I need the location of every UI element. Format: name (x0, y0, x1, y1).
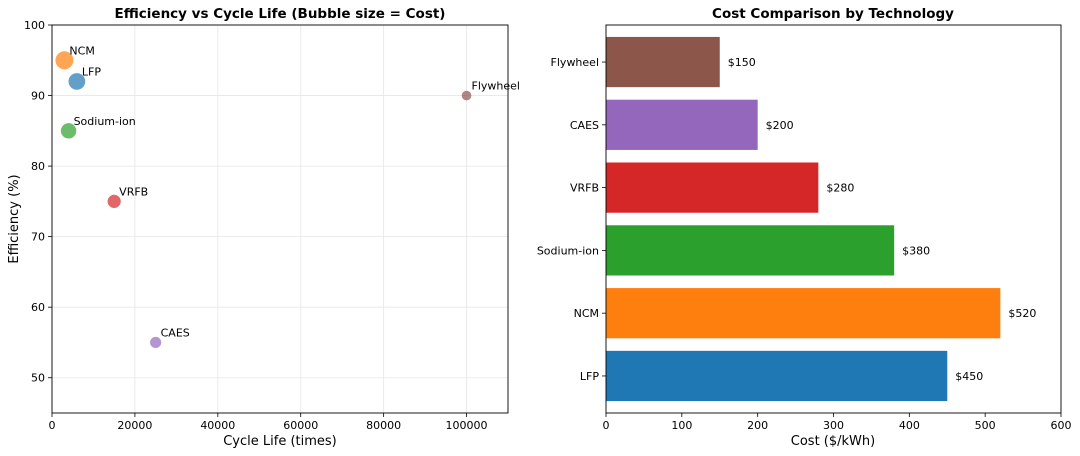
bubble-label-caes: CAES (161, 326, 190, 339)
bar-chart: Cost Comparison by Technology $450 $520 $3… (537, 6, 1072, 449)
bubble-lfp (68, 73, 86, 90)
bar-category-label-lfp: LFP (580, 370, 599, 383)
scatter-y-tick-label: 70 (31, 231, 45, 244)
bar-x-tick-label: 500 (975, 419, 996, 432)
scatter-x-tick-label: 20000 (117, 419, 152, 432)
bar-value-label-lfp: $450 (955, 370, 983, 383)
scatter-y-tick-label: 90 (31, 90, 45, 103)
bar-x-tick-label: 600 (1051, 419, 1072, 432)
bar-category-label-sodium-ion: Sodium-ion (537, 244, 599, 257)
scatter-chart: Efficiency vs Cycle Life (Bubble size = … (7, 6, 520, 449)
bar-value-label-sodium-ion: $380 (902, 244, 930, 257)
bar-x-tick-label: 0 (603, 419, 610, 432)
scatter-title: Efficiency vs Cycle Life (Bubble size = … (115, 6, 446, 22)
bar-vrfb (606, 162, 819, 213)
scatter-x-tick-label: 80000 (366, 419, 401, 432)
bar-sodium-ion (606, 225, 895, 276)
bar-x-tick-label: 300 (823, 419, 844, 432)
scatter-grid (51, 24, 508, 413)
bar-x-tick-label: 400 (899, 419, 920, 432)
bubble-label-ncm: NCM (69, 44, 94, 57)
bubble-label-flywheel: Flywheel (472, 80, 520, 93)
bar-category-label-caes: CAES (570, 119, 599, 132)
bubble-caes (150, 336, 162, 349)
scatter-y-tick-label: 80 (31, 160, 45, 173)
bar-x-axis-label: Cost ($/kWh) (791, 434, 875, 449)
scatter-x-tick-label: 60000 (283, 419, 318, 432)
scatter-x-axis-label: Cycle Life (times) (223, 434, 337, 449)
bar-x-tick-label: 200 (747, 419, 768, 432)
bar-x-ticks: 0 100 200 300 400 500 600 (603, 413, 1072, 432)
scatter-y-ticks: 50 60 70 80 90 100 (24, 19, 52, 385)
bar-y-ticks: LFP NCM Sodium-ion VRFB CAES Flywheel (537, 56, 606, 383)
scatter-x-ticks: 0 20000 40000 60000 80000 100000 (49, 413, 488, 432)
bubble-ncm (55, 51, 74, 70)
scatter-plot-frame (51, 24, 509, 414)
bar-x-tick-label: 100 (671, 419, 692, 432)
bubble-vrfb (107, 194, 121, 208)
scatter-y-tick-label: 50 (31, 372, 45, 385)
bar-value-label-flywheel: $150 (728, 56, 756, 69)
bar-category-label-vrfb: VRFB (570, 182, 599, 195)
bar-value-label-ncm: $520 (1008, 307, 1036, 320)
bar-value-label-vrfb: $280 (826, 182, 854, 195)
scatter-x-tick-label: 0 (49, 419, 56, 432)
bar-title: Cost Comparison by Technology (712, 6, 954, 22)
bubble-label-lfp: LFP (82, 65, 101, 78)
scatter-x-tick-label: 40000 (200, 419, 235, 432)
scatter-points: LFP NCM Sodium-ion VRFB CAES Flywheel (55, 44, 520, 349)
bubble-label-vrfb: VRFB (119, 185, 148, 198)
bar-value-label-caes: $200 (766, 119, 794, 132)
bar-flywheel (606, 36, 720, 88)
bar-series: $450 $520 $380 $280 $200 $150 (606, 36, 1036, 402)
bubble-label-sodium-ion: Sodium-ion (74, 115, 136, 128)
scatter-y-tick-label: 60 (31, 301, 45, 314)
scatter-y-tick-label: 100 (24, 19, 45, 32)
bar-lfp (606, 350, 948, 402)
scatter-y-axis-label: Efficiency (%) (7, 174, 22, 263)
scatter-x-tick-label: 100000 (446, 419, 488, 432)
bar-category-label-ncm: NCM (574, 307, 599, 320)
bar-caes (606, 99, 758, 150)
bubble-sodium-ion (60, 123, 77, 139)
bar-category-label-flywheel: Flywheel (551, 56, 599, 69)
bubble-flywheel (461, 90, 472, 101)
bar-ncm (606, 288, 1001, 339)
